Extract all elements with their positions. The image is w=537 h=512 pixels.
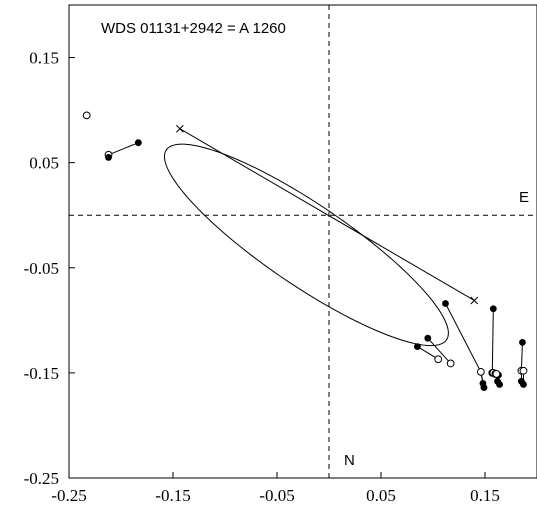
x-tick-label-2: -0.05 [259,486,294,505]
observed-point-11 [519,339,526,346]
y-tick-label-2: -0.05 [24,259,59,278]
observed-point-2 [414,343,421,351]
residual-line-3 [427,337,452,364]
east-label: E [519,189,529,206]
observed-point-0 [134,139,142,147]
residual-line-0 [108,142,139,156]
node-marker-0 [176,124,184,133]
residual-line-2 [417,346,439,360]
calculated-point-13 [519,366,528,375]
y-tick-label-3: 0.05 [29,154,59,173]
calculated-point-4 [476,367,485,376]
x-tick-label-0: -0.25 [51,486,86,505]
observed-point-13 [520,381,527,388]
reference-lines [69,5,537,478]
residual-line-4 [445,303,482,373]
chart-title: WDS 01131+2942 = A 1260 [101,20,286,37]
y-tick-label-1: -0.15 [24,364,59,383]
plot-frame [68,4,537,479]
point-layer [82,111,528,392]
observed-point-3 [424,334,432,342]
x-tick-label-1: -0.15 [155,486,190,505]
orbit-layer [163,124,479,347]
line-of-nodes [179,128,475,301]
observed-point-7 [489,305,497,313]
x-tick-label-3: 0.05 [366,486,396,505]
observed-point-1 [105,154,112,161]
y-tick-label-0: -0.25 [24,469,59,488]
calculated-point-extra-0 [82,111,91,120]
north-label: N [344,452,355,469]
tick-layer: -0.25 -0.15 -0.05 0.05 0.15 -0.25 -0.15 -0.05 0.… [24,49,500,505]
calculated-point-10 [492,370,501,378]
residual-layer [108,142,524,388]
node-marker-1 [470,296,479,305]
residual-line-11 [520,342,523,371]
orbit-ellipse [163,143,449,347]
residual-line-7 [491,308,494,373]
observed-point-4 [442,300,449,307]
observed-point-6 [480,384,488,392]
observed-point-10 [496,381,503,388]
calculated-point-2 [434,355,443,364]
y-tick-label-4: 0.15 [29,49,59,68]
calculated-point-3 [446,359,455,368]
x-tick-label-4: 0.15 [470,486,500,505]
